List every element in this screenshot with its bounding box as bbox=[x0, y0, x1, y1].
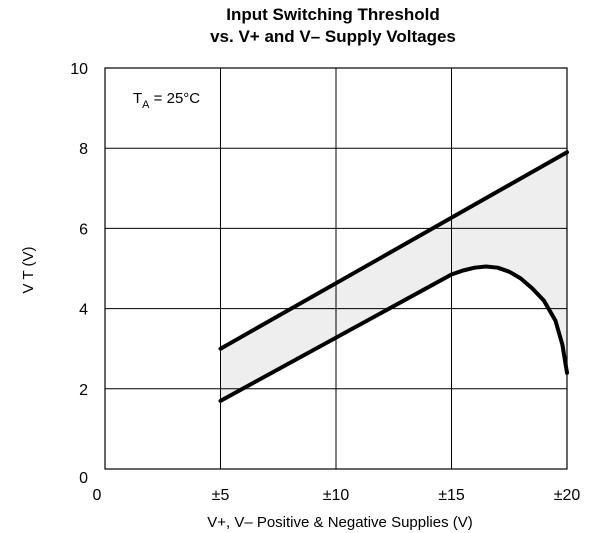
y-tick-label: 8 bbox=[79, 141, 88, 158]
x-tick-label: ±5 bbox=[212, 487, 230, 504]
shaded-threshold-band bbox=[220, 152, 567, 401]
x-tick-label: ±10 bbox=[323, 487, 350, 504]
upper-threshold-line bbox=[218, 150, 569, 351]
chart-title-line2: vs. V+ and V– Supply Voltages bbox=[210, 27, 456, 46]
temperature-annotation: TA = 25°C bbox=[133, 90, 200, 111]
x-axis-label: V+, V– Positive & Negative Supplies (V) bbox=[207, 514, 473, 531]
y-tick-label: 10 bbox=[70, 61, 88, 78]
y-tick-label: 4 bbox=[79, 302, 88, 319]
y-tick-label: 2 bbox=[79, 382, 88, 399]
chart-title-line1: Input Switching Threshold bbox=[226, 5, 439, 24]
lower-threshold-line bbox=[218, 264, 569, 403]
y-axis-label: V T (V) bbox=[20, 247, 37, 294]
plot-area: 0 ±5 ±10 ±15 ±20 0 2 4 6 8 10 bbox=[70, 61, 580, 504]
x-tick-label: ±20 bbox=[554, 487, 581, 504]
x-tick-label: ±15 bbox=[438, 487, 465, 504]
y-tick-label: 6 bbox=[79, 221, 88, 238]
y-tick-label: 0 bbox=[79, 470, 88, 487]
plot-border bbox=[104, 67, 568, 470]
x-tick-label: 0 bbox=[93, 487, 102, 504]
